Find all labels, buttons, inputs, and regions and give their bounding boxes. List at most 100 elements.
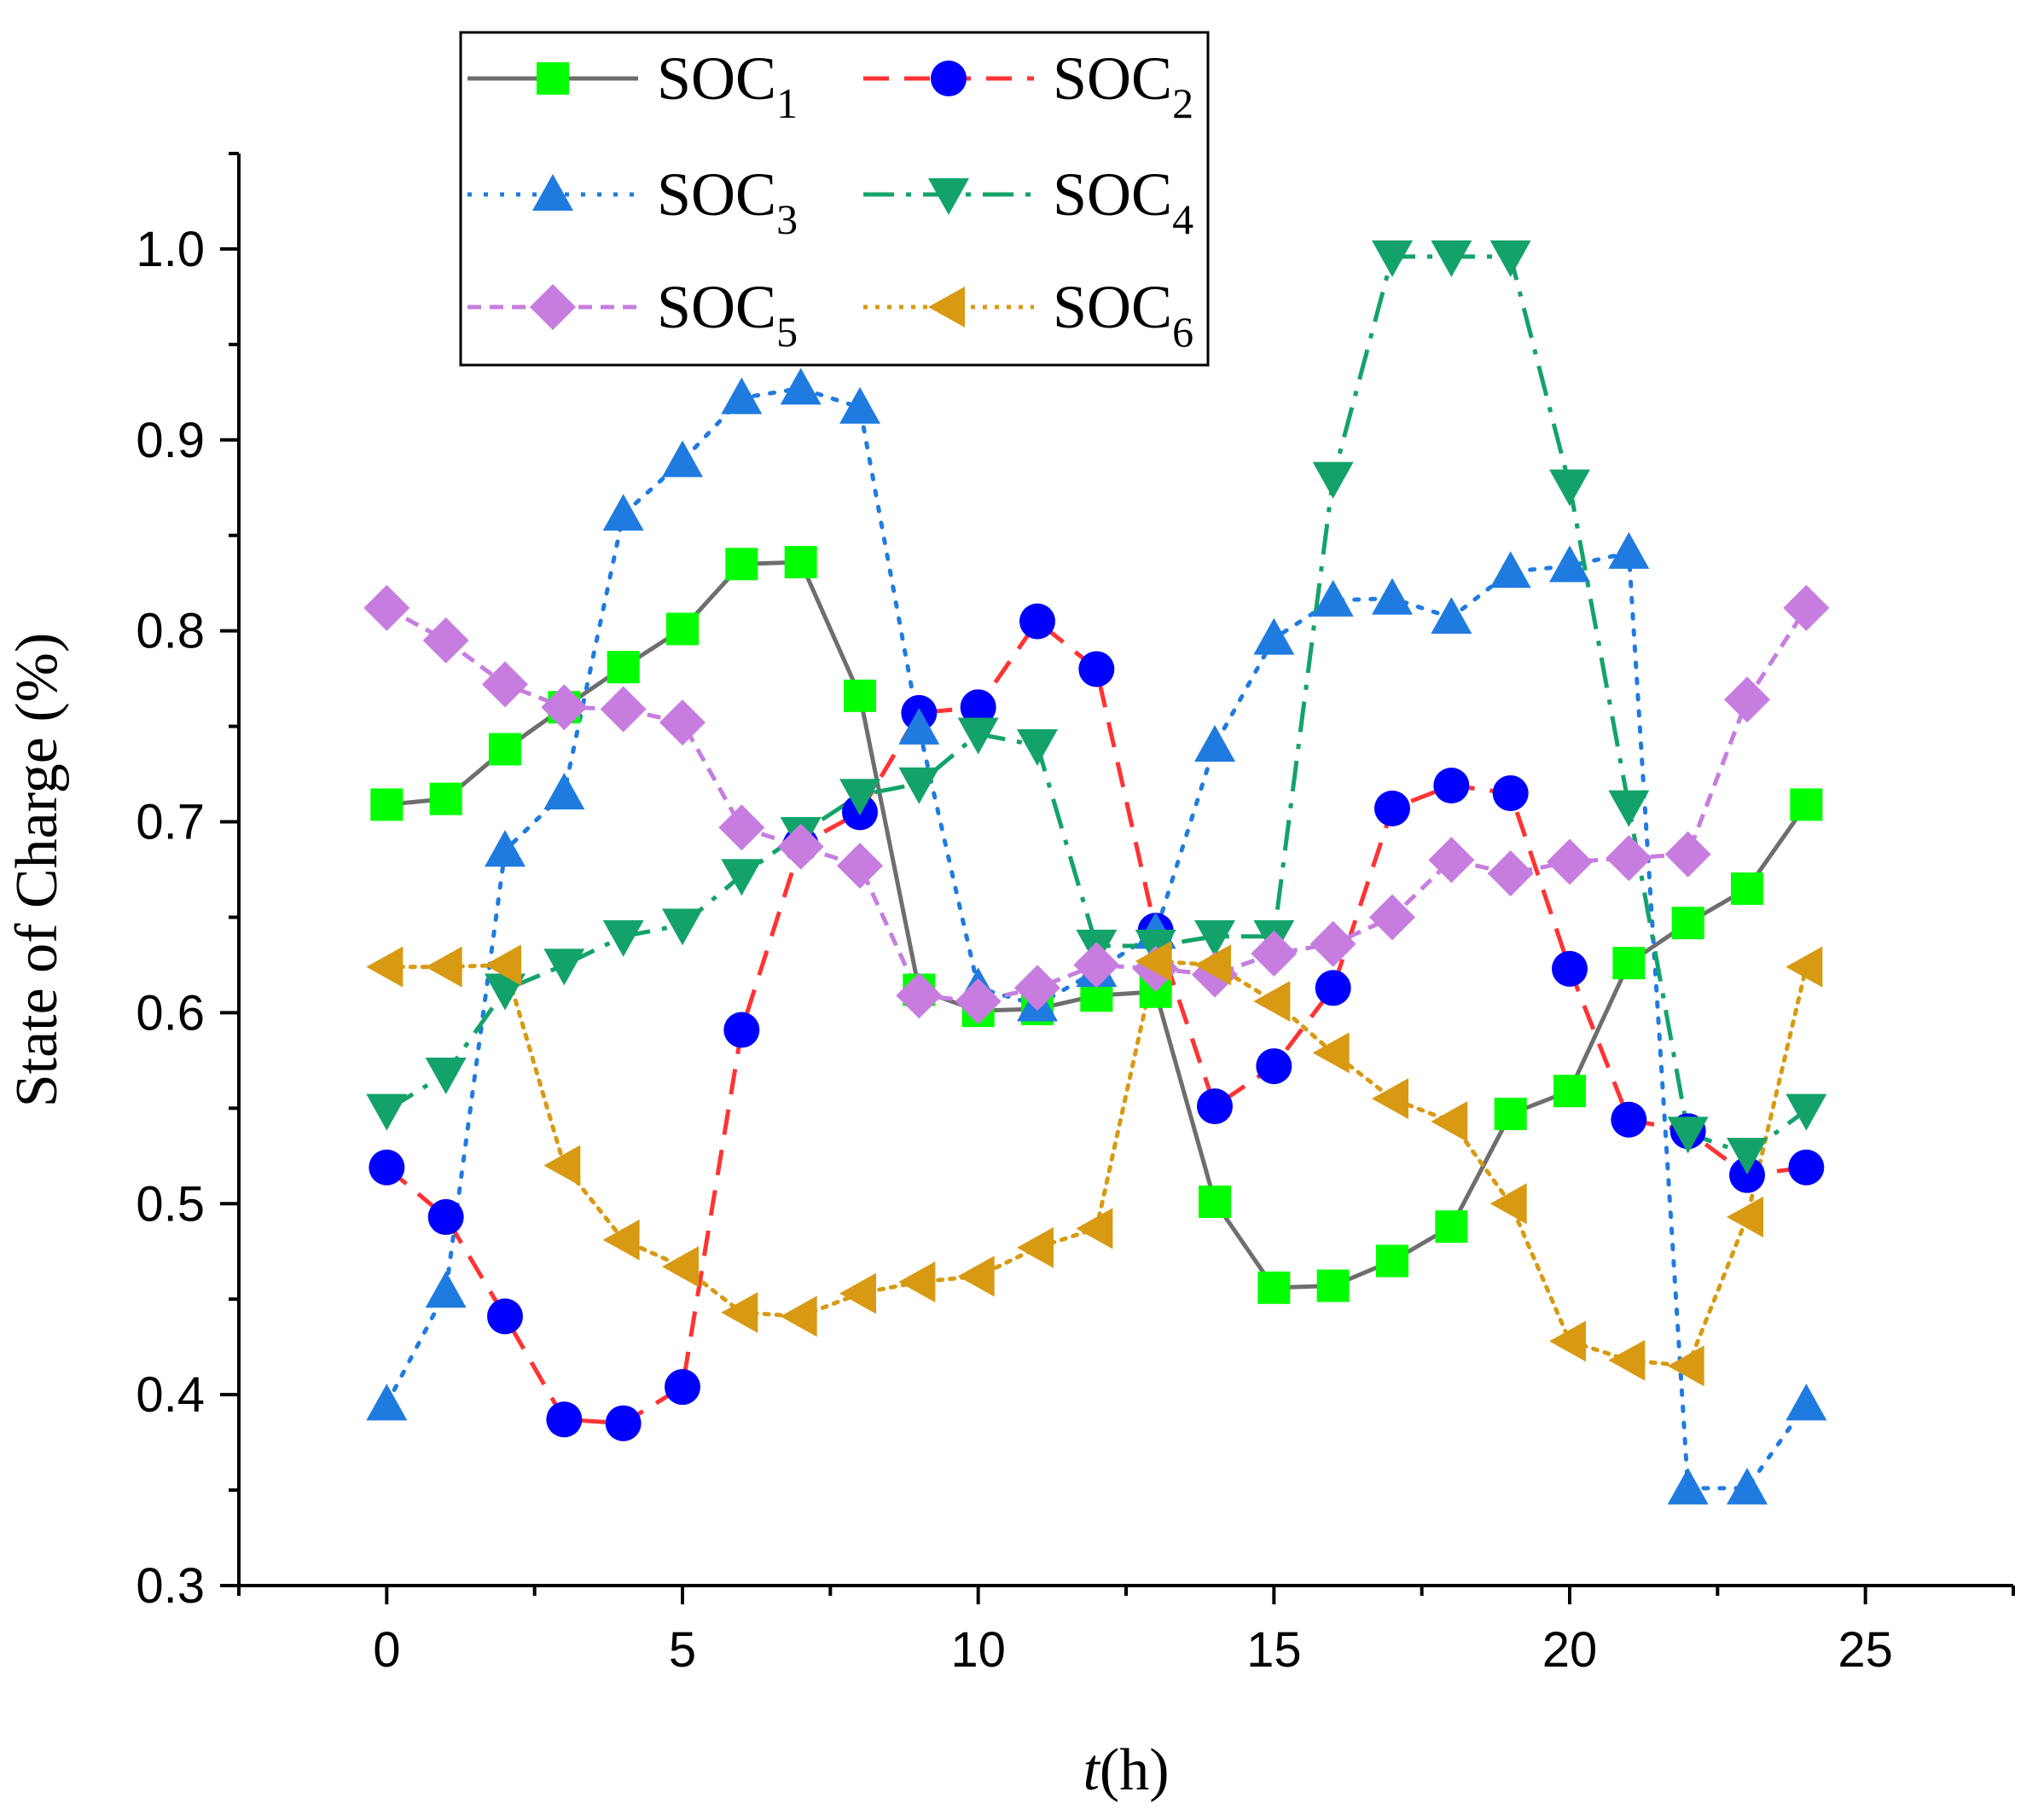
marker-soc3 bbox=[1253, 618, 1295, 655]
marker-soc6 bbox=[1253, 980, 1291, 1022]
legend-item-soc2: SOC2 bbox=[863, 44, 1193, 127]
marker-soc2 bbox=[427, 1198, 464, 1235]
legend-label-name: SOC bbox=[657, 44, 776, 113]
legend-label: SOC4 bbox=[1053, 160, 1193, 243]
marker-soc1 bbox=[725, 548, 758, 581]
marker-soc6 bbox=[898, 1261, 936, 1303]
marker-soc5 bbox=[659, 699, 706, 746]
legend-item-soc5: SOC5 bbox=[467, 273, 798, 356]
marker-soc5 bbox=[1428, 837, 1475, 884]
marker-soc4 bbox=[1667, 1116, 1709, 1154]
marker-soc2 bbox=[546, 1401, 583, 1438]
y-tick-label: 0.5 bbox=[136, 1176, 205, 1232]
marker-soc6 bbox=[839, 1273, 876, 1314]
marker-soc5 bbox=[1606, 835, 1652, 882]
x-axis-title-unit: (h) bbox=[1100, 1737, 1170, 1803]
marker-soc3 bbox=[1489, 551, 1531, 589]
legend-item-soc4: SOC4 bbox=[863, 160, 1193, 243]
marker-soc6 bbox=[1135, 940, 1172, 982]
x-tick-label: 15 bbox=[1246, 1622, 1302, 1678]
marker-soc6 bbox=[485, 944, 521, 986]
marker-soc4 bbox=[1489, 240, 1531, 277]
marker-soc4 bbox=[1194, 919, 1235, 957]
marker-soc5 bbox=[896, 972, 943, 1019]
marker-soc1 bbox=[1671, 907, 1704, 940]
legend-item-soc3: SOC3 bbox=[467, 160, 798, 243]
marker-soc6 bbox=[602, 1219, 640, 1261]
legend-label-name: SOC bbox=[657, 160, 776, 229]
marker-soc3 bbox=[662, 440, 703, 478]
marker-soc3 bbox=[1786, 1383, 1827, 1421]
y-axis-title: State of Charge (%) bbox=[4, 633, 70, 1108]
marker-soc6 bbox=[780, 1296, 817, 1337]
marker-soc4 bbox=[898, 767, 940, 804]
marker-soc3 bbox=[1431, 596, 1472, 634]
marker-soc1 bbox=[1435, 1210, 1468, 1244]
marker-soc3 bbox=[543, 772, 585, 809]
marker-soc4 bbox=[602, 919, 644, 957]
x-tick-label: 20 bbox=[1542, 1622, 1598, 1678]
marker-soc2 bbox=[1788, 1149, 1825, 1186]
marker-soc4 bbox=[1549, 469, 1590, 507]
marker-soc1 bbox=[1790, 788, 1823, 821]
marker-soc3 bbox=[1312, 579, 1354, 617]
legend-label-name: SOC bbox=[657, 273, 776, 341]
marker-soc5 bbox=[837, 843, 883, 890]
marker-soc2 bbox=[1552, 950, 1588, 987]
marker-soc6 bbox=[721, 1291, 758, 1333]
legend-label-name: SOC bbox=[1053, 273, 1172, 341]
marker-soc2 bbox=[605, 1405, 642, 1441]
marker-soc4 bbox=[721, 859, 763, 896]
marker-soc1 bbox=[844, 679, 876, 712]
marker-soc5 bbox=[1664, 831, 1711, 878]
marker-soc4 bbox=[839, 779, 880, 816]
legend-swatch-marker bbox=[931, 61, 967, 96]
marker-soc6 bbox=[662, 1246, 699, 1288]
marker-soc2 bbox=[1078, 651, 1115, 687]
marker-soc2 bbox=[960, 689, 996, 726]
legend-label-name: SOC bbox=[1053, 160, 1172, 229]
marker-soc3 bbox=[1727, 1467, 1768, 1505]
marker-soc3 bbox=[366, 1383, 408, 1421]
marker-soc1 bbox=[489, 733, 521, 766]
y-tick-label: 1.0 bbox=[136, 222, 205, 277]
legend-label-subscript: 1 bbox=[776, 79, 798, 127]
marker-soc6 bbox=[425, 946, 462, 988]
marker-soc2 bbox=[1374, 790, 1410, 826]
marker-soc2 bbox=[665, 1369, 700, 1406]
marker-soc3 bbox=[1372, 577, 1413, 615]
marker-soc1 bbox=[1553, 1075, 1586, 1108]
marker-soc4 bbox=[662, 908, 703, 946]
marker-soc5 bbox=[363, 584, 410, 631]
marker-soc2 bbox=[369, 1149, 405, 1186]
marker-soc1 bbox=[1199, 1186, 1231, 1219]
marker-soc4 bbox=[1017, 728, 1058, 766]
marker-soc2 bbox=[1433, 767, 1470, 803]
marker-soc1 bbox=[1316, 1269, 1350, 1302]
marker-soc6 bbox=[366, 946, 404, 988]
marker-soc3 bbox=[898, 707, 940, 745]
marker-soc1 bbox=[1731, 872, 1763, 905]
marker-soc3 bbox=[839, 386, 880, 424]
marker-soc3 bbox=[1194, 724, 1235, 762]
legend-label-subscript: 6 bbox=[1172, 308, 1193, 356]
marker-soc5 bbox=[1369, 894, 1415, 941]
legend-label: SOC2 bbox=[1053, 44, 1193, 127]
marker-soc5 bbox=[600, 686, 647, 733]
marker-soc2 bbox=[1256, 1048, 1292, 1085]
marker-soc2 bbox=[1611, 1101, 1647, 1138]
legend-label-subscript: 3 bbox=[776, 195, 798, 243]
y-tick-label: 0.4 bbox=[136, 1367, 205, 1423]
x-tick-label: 5 bbox=[669, 1622, 696, 1678]
legend-swatch-marker bbox=[530, 284, 576, 330]
x-axis-title-italic: t bbox=[1083, 1737, 1100, 1803]
marker-soc5 bbox=[1724, 676, 1770, 723]
marker-soc5 bbox=[541, 684, 588, 731]
marker-soc5 bbox=[1073, 942, 1120, 989]
marker-soc5 bbox=[777, 823, 824, 870]
marker-soc5 bbox=[955, 977, 1002, 1024]
marker-soc5 bbox=[718, 804, 765, 851]
marker-soc6 bbox=[1727, 1196, 1763, 1238]
marker-soc5 bbox=[482, 661, 528, 708]
